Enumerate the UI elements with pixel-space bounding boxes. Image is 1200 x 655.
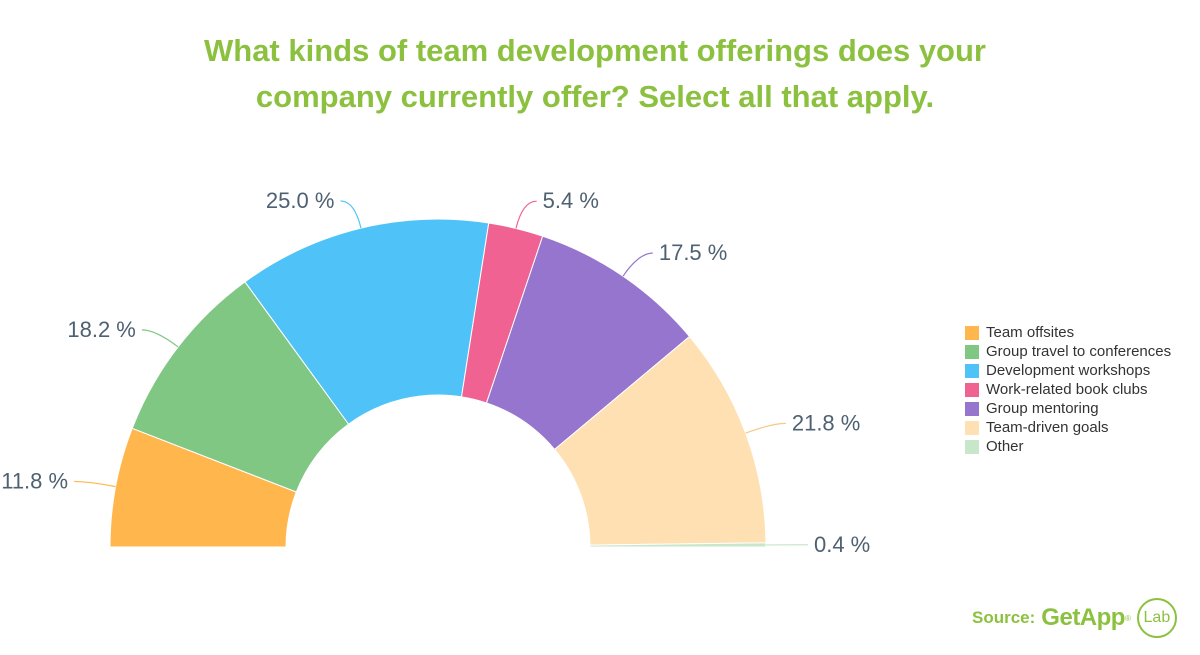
data-label-team-driven-goals: 21.8 %	[792, 410, 861, 435]
legend-label: Other	[986, 438, 1024, 455]
data-label-work-related-book-clubs: 5.4 %	[543, 188, 599, 213]
legend-item-group-travel-to-conferences: Group travel to conferences	[965, 342, 1171, 361]
legend-label: Work-related book clubs	[986, 381, 1148, 398]
legend-swatch	[965, 344, 979, 359]
legend-swatch	[965, 325, 979, 340]
slice-other	[589, 542, 767, 548]
leader-line-development-workshops	[340, 200, 362, 229]
legend-item-other: Other	[965, 437, 1171, 456]
legend-label: Development workshops	[986, 362, 1151, 379]
legend-item-team-offsites: Team offsites	[965, 323, 1171, 342]
data-label-development-workshops: 25.0 %	[266, 188, 335, 213]
leader-line-team-driven-goals	[745, 422, 786, 434]
chart-title: What kinds of team development offerings…	[0, 28, 1190, 120]
legend-swatch	[965, 382, 979, 397]
data-label-other: 0.4 %	[814, 532, 870, 557]
source-credit: Source: GetApp ® Lab	[972, 598, 1177, 638]
legend-swatch	[965, 363, 979, 378]
legend-swatch	[965, 401, 979, 416]
chart-title-line-1: What kinds of team development offerings…	[204, 33, 986, 68]
leader-line-work-related-book-clubs	[515, 200, 537, 229]
getapp-logo-text: GetApp	[1041, 604, 1125, 631]
legend-item-group-mentoring: Group mentoring	[965, 399, 1171, 418]
chart-title-line-2: company currently offer? Select all that…	[255, 79, 935, 114]
chart-legend: Team offsites Group travel to conferences…	[965, 323, 1171, 456]
leader-line-group-travel-to-conferences	[141, 329, 179, 348]
chart-slices	[109, 218, 767, 548]
leader-line-group-mentoring	[622, 252, 653, 277]
chart-data-labels: 11.8 % 18.2 % 25.0 % 5.4 % 17.5 % 21.8 % 0.4 %	[1, 188, 870, 557]
data-label-group-travel-to-conferences: 18.2 %	[67, 317, 136, 342]
legend-item-work-related-book-clubs: Work-related book clubs	[965, 380, 1171, 399]
lab-badge: Lab	[1136, 598, 1177, 638]
chart-leader-lines	[74, 200, 808, 546]
slice-development-workshops	[244, 218, 490, 425]
legend-label: Group mentoring	[986, 400, 1099, 417]
legend-label: Team-driven goals	[986, 419, 1109, 436]
legend-swatch	[965, 420, 979, 435]
legend-label: Team offsites	[986, 324, 1075, 341]
leader-line-team-offsites	[74, 480, 116, 488]
data-label-team-offsites: 11.8 %	[1, 468, 68, 493]
data-label-group-mentoring: 17.5 %	[659, 240, 728, 265]
registered-mark: ®	[1124, 613, 1131, 623]
source-label: Source:	[972, 608, 1036, 627]
legend-item-development-workshops: Development workshops	[965, 361, 1171, 380]
legend-item-team-driven-goals: Team-driven goals	[965, 418, 1171, 437]
legend-swatch	[965, 439, 979, 454]
legend-label: Group travel to conferences	[986, 343, 1172, 360]
